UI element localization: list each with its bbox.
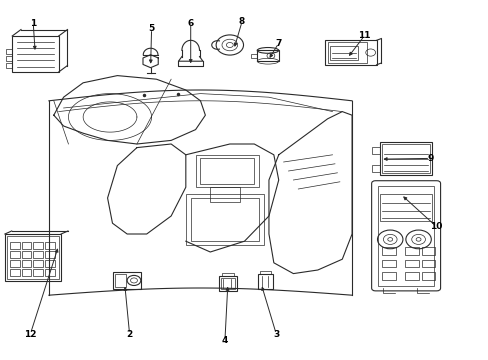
Bar (380, 194, 431, 221)
Text: 12: 12 (24, 330, 37, 338)
Bar (382, 272, 395, 280)
Bar (382, 247, 395, 255)
Bar (21, 251, 31, 258)
Bar (10, 269, 20, 276)
Bar (329, 46, 358, 60)
Bar (33, 260, 43, 267)
Bar (380, 142, 431, 175)
Bar (21, 269, 31, 276)
Bar (45, 269, 55, 276)
Bar (10, 251, 20, 258)
Bar (421, 260, 434, 267)
Bar (6, 63, 12, 68)
Bar (382, 144, 429, 173)
Bar (371, 165, 380, 172)
Bar (21, 260, 31, 267)
Bar (421, 272, 434, 280)
Bar (33, 269, 43, 276)
Bar (404, 247, 418, 255)
Text: 1: 1 (30, 19, 36, 28)
Bar (10, 242, 20, 249)
Bar (327, 42, 366, 63)
Bar (45, 242, 55, 249)
Bar (200, 158, 254, 184)
Text: 2: 2 (126, 330, 132, 338)
Bar (5, 234, 61, 281)
Bar (33, 242, 43, 249)
Bar (12, 36, 59, 72)
Bar (218, 276, 237, 291)
Bar (258, 274, 272, 289)
Text: 11: 11 (357, 31, 370, 40)
Bar (21, 242, 31, 249)
Text: 7: 7 (275, 39, 282, 48)
Bar (6, 49, 12, 54)
Bar (257, 50, 278, 61)
Bar (7, 236, 59, 279)
Text: 4: 4 (221, 336, 228, 345)
Bar (10, 260, 20, 267)
Bar (371, 147, 380, 154)
Text: 10: 10 (429, 222, 442, 231)
Text: 3: 3 (273, 330, 279, 338)
Bar (6, 56, 12, 61)
Bar (113, 272, 141, 289)
Text: 6: 6 (187, 19, 193, 28)
Bar (251, 54, 257, 58)
Bar (220, 278, 235, 289)
Text: 8: 8 (239, 17, 244, 26)
Bar (33, 251, 43, 258)
Bar (45, 251, 55, 258)
Bar (382, 260, 395, 267)
Text: 9: 9 (426, 154, 433, 163)
Bar (195, 155, 259, 187)
Bar (404, 260, 418, 267)
Bar (421, 247, 434, 255)
Bar (378, 186, 433, 286)
Bar (325, 40, 376, 65)
Bar (45, 260, 55, 267)
Bar (210, 187, 239, 202)
Text: 5: 5 (148, 24, 154, 33)
Bar (404, 272, 418, 280)
Bar (185, 194, 264, 245)
Bar (190, 198, 259, 241)
Bar (115, 274, 126, 287)
